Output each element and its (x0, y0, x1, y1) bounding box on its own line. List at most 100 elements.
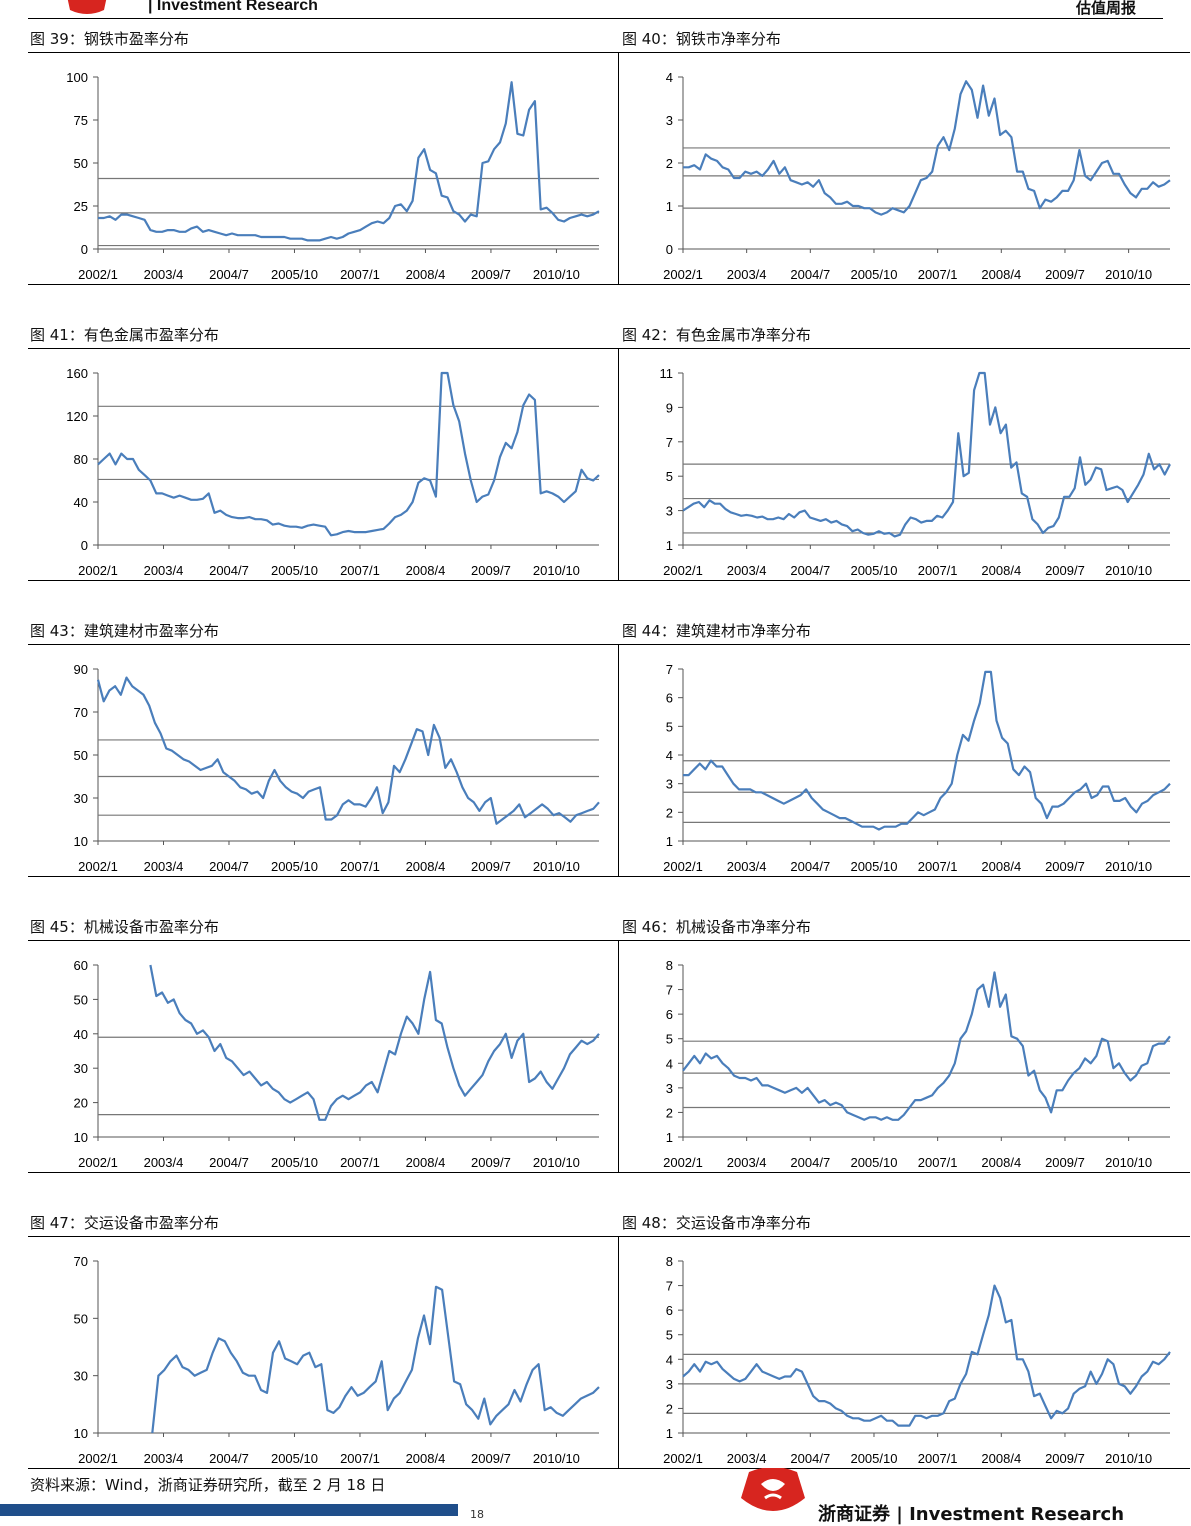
x-tick-label: 2008/4 (406, 859, 446, 874)
x-tick-label: 2004/7 (790, 859, 830, 874)
chart-42-title: 图 42：有色金属市净率分布 (622, 326, 811, 344)
x-tick-label: 2007/1 (918, 859, 958, 874)
x-tick-label: 2009/7 (471, 1451, 511, 1466)
x-tick-label: 2010/10 (1105, 267, 1152, 282)
x-tick-label: 2005/10 (271, 1155, 318, 1170)
x-tick-label: 2004/7 (790, 267, 830, 282)
x-tick-label: 2003/4 (144, 1451, 184, 1466)
series-line (97, 371, 600, 537)
x-tick-label: 2004/7 (209, 1155, 249, 1170)
series-line (682, 1284, 1171, 1427)
series-line (682, 371, 1171, 538)
y-tick-label: 60 (74, 958, 88, 973)
x-tick-label: 2002/1 (663, 1155, 703, 1170)
chart-44: 1 2 3 4 5 6 7 2002/1 2003/4 2004/7 2005/10 2007/1 20… (619, 644, 1190, 877)
y-tick-label: 9 (666, 400, 673, 415)
y-tick-label: 1 (666, 1426, 673, 1441)
x-tick-label: 2008/4 (981, 563, 1021, 578)
report-type: 估值周报 (1075, 0, 1136, 17)
x-tick-label: 2004/7 (790, 563, 830, 578)
header-title: | Investment Research (148, 0, 318, 14)
x-tick-label: 2005/10 (271, 563, 318, 578)
y-tick-label: 7 (666, 435, 673, 450)
y-tick-label: 2 (666, 1105, 673, 1120)
x-tick-label: 2003/4 (727, 1451, 767, 1466)
x-tick-label: 2003/4 (144, 563, 184, 578)
series-line (151, 1285, 600, 1434)
y-tick-label: 25 (74, 199, 88, 214)
y-tick-label: 30 (74, 1061, 88, 1076)
y-tick-label: 30 (74, 1369, 88, 1384)
x-tick-label: 2005/10 (850, 859, 897, 874)
y-tick-label: 50 (74, 1311, 88, 1326)
x-tick-label: 2003/4 (727, 563, 767, 578)
chart-39: 0 25 50 75 100 2002/1 2003/4 2004/7 2005/10 2007/… (28, 52, 619, 285)
y-tick-label: 7 (666, 1279, 673, 1294)
header-divider (28, 18, 1163, 19)
x-tick-label: 2007/1 (340, 267, 380, 282)
x-tick-label: 2010/10 (1105, 859, 1152, 874)
y-tick-label: 100 (66, 70, 88, 85)
chart-42: 1 3 5 7 9 11 2002/1 2003/4 2004/7 2005/10 2007/1 20… (619, 348, 1190, 581)
chart-41: 0 40 80 120 160 2002/1 2003/4 2004/7 2005/10 2007… (28, 348, 619, 581)
series-line (149, 964, 600, 1121)
x-tick-label: 2008/4 (981, 267, 1021, 282)
x-tick-label: 2009/7 (1045, 267, 1085, 282)
y-tick-label: 5 (666, 1032, 673, 1047)
x-tick-label: 2005/10 (850, 1451, 897, 1466)
x-tick-label: 2009/7 (1045, 859, 1085, 874)
x-tick-label: 2010/10 (533, 1451, 580, 1466)
chart-48: 1 2 3 4 5 6 7 8 2002/1 2003/4 2004/7 2005/10 2007/1 2… (619, 1236, 1190, 1469)
x-tick-label: 2010/10 (1105, 1451, 1152, 1466)
y-tick-label: 1 (666, 538, 673, 553)
chart-44-title: 图 44：建筑建材市净率分布 (622, 622, 811, 640)
series-line (682, 971, 1171, 1121)
x-tick-label: 2002/1 (78, 1155, 118, 1170)
x-tick-label: 2004/7 (209, 267, 249, 282)
x-tick-label: 2005/10 (271, 859, 318, 874)
chart-40: 0 1 2 3 4 2002/1 2003/4 2004/7 2005/10 2007/1 2008… (619, 52, 1190, 285)
data-source-note: 资料来源：Wind，浙商证券研究所，截至 2 月 18 日 (30, 1476, 386, 1494)
y-tick-label: 1 (666, 1130, 673, 1145)
x-tick-label: 2007/1 (918, 563, 958, 578)
y-tick-label: 3 (666, 1377, 673, 1392)
x-tick-label: 2007/1 (918, 1451, 958, 1466)
y-tick-label: 90 (74, 662, 88, 677)
x-tick-label: 2003/4 (144, 859, 184, 874)
x-tick-label: 2005/10 (850, 1155, 897, 1170)
x-tick-label: 2010/10 (1105, 563, 1152, 578)
x-tick-label: 2008/4 (981, 1155, 1021, 1170)
y-tick-label: 6 (666, 1303, 673, 1318)
y-tick-label: 10 (74, 834, 88, 849)
brand-logo-icon (67, 0, 107, 14)
x-tick-label: 2005/10 (271, 1451, 318, 1466)
x-tick-label: 2002/1 (78, 859, 118, 874)
x-tick-label: 2009/7 (471, 267, 511, 282)
chart-47-title: 图 47：交运设备市盈率分布 (30, 1214, 219, 1232)
x-tick-label: 2007/1 (918, 1155, 958, 1170)
x-tick-label: 2002/1 (78, 267, 118, 282)
x-tick-label: 2005/10 (271, 267, 318, 282)
x-tick-label: 2002/1 (663, 1451, 703, 1466)
y-tick-label: 160 (66, 366, 88, 381)
x-tick-label: 2010/10 (533, 267, 580, 282)
x-tick-label: 2009/7 (1045, 563, 1085, 578)
x-tick-label: 2003/4 (144, 267, 184, 282)
chart-48-title: 图 48：交运设备市净率分布 (622, 1214, 811, 1232)
y-tick-label: 50 (74, 748, 88, 763)
y-tick-label: 70 (74, 705, 88, 720)
x-tick-label: 2003/4 (727, 267, 767, 282)
y-tick-label: 1 (666, 834, 673, 849)
y-tick-label: 0 (666, 242, 673, 257)
x-tick-label: 2004/7 (790, 1451, 830, 1466)
x-tick-label: 2002/1 (663, 563, 703, 578)
y-tick-label: 3 (666, 777, 673, 792)
x-tick-label: 2004/7 (790, 1155, 830, 1170)
series-line (683, 670, 1171, 831)
chart-41-title: 图 41：有色金属市盈率分布 (30, 326, 219, 344)
x-tick-label: 2008/4 (406, 1155, 446, 1170)
x-tick-label: 2009/7 (471, 1155, 511, 1170)
x-tick-label: 2007/1 (340, 1155, 380, 1170)
series-line (683, 80, 1171, 216)
x-tick-label: 2004/7 (209, 1451, 249, 1466)
